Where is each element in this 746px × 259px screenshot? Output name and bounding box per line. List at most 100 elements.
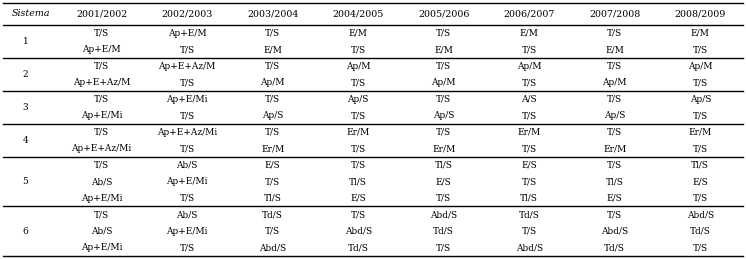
- Text: E/S: E/S: [436, 177, 451, 186]
- Text: Tl/S: Tl/S: [606, 177, 624, 186]
- Text: 5: 5: [22, 177, 28, 186]
- Text: T/S: T/S: [436, 62, 451, 71]
- Text: Ap/M: Ap/M: [603, 78, 627, 87]
- Text: E/S: E/S: [265, 161, 280, 170]
- Text: 2001/2002: 2001/2002: [76, 10, 128, 18]
- Text: T/S: T/S: [351, 210, 366, 219]
- Text: Ab/S: Ab/S: [177, 210, 198, 219]
- Text: T/S: T/S: [436, 29, 451, 38]
- Text: T/S: T/S: [265, 227, 280, 236]
- Text: Ap+E/Mi: Ap+E/Mi: [81, 194, 122, 203]
- Text: T/S: T/S: [693, 243, 708, 252]
- Text: T/S: T/S: [265, 128, 280, 137]
- Text: T/S: T/S: [265, 177, 280, 186]
- Text: Td/S: Td/S: [263, 210, 283, 219]
- Text: T/S: T/S: [693, 144, 708, 153]
- Text: E/M: E/M: [434, 45, 453, 54]
- Text: T/S: T/S: [607, 161, 622, 170]
- Text: T/S: T/S: [265, 95, 280, 104]
- Text: T/S: T/S: [607, 95, 622, 104]
- Text: Ap/S: Ap/S: [348, 95, 369, 104]
- Text: Ap+E/Mi: Ap+E/Mi: [166, 227, 208, 236]
- Text: T/S: T/S: [94, 62, 109, 71]
- Text: Ab/S: Ab/S: [177, 161, 198, 170]
- Text: T/S: T/S: [94, 128, 109, 137]
- Text: Sistema: Sistema: [12, 10, 50, 18]
- Text: Ap+E/Mi: Ap+E/Mi: [166, 177, 208, 186]
- Text: 4: 4: [22, 136, 28, 145]
- Text: Tl/S: Tl/S: [264, 194, 281, 203]
- Text: E/M: E/M: [263, 45, 282, 54]
- Text: T/S: T/S: [351, 78, 366, 87]
- Text: Ap+E/Mi: Ap+E/Mi: [81, 111, 122, 120]
- Text: 2008/2009: 2008/2009: [674, 10, 726, 18]
- Text: T/S: T/S: [521, 144, 537, 153]
- Text: E/S: E/S: [521, 161, 537, 170]
- Text: Td/S: Td/S: [433, 227, 454, 236]
- Text: T/S: T/S: [521, 227, 537, 236]
- Text: E/S: E/S: [351, 194, 366, 203]
- Text: Ap+E/M: Ap+E/M: [82, 45, 121, 54]
- Text: T/S: T/S: [693, 111, 708, 120]
- Text: Tl/S: Tl/S: [692, 161, 709, 170]
- Text: Ap/S: Ap/S: [604, 111, 625, 120]
- Text: Ap+E/Mi: Ap+E/Mi: [166, 95, 208, 104]
- Text: 2003/2004: 2003/2004: [247, 10, 298, 18]
- Text: T/S: T/S: [436, 128, 451, 137]
- Text: 2006/2007: 2006/2007: [504, 10, 555, 18]
- Text: T/S: T/S: [607, 29, 622, 38]
- Text: 2002/2003: 2002/2003: [161, 10, 213, 18]
- Text: Td/S: Td/S: [518, 210, 539, 219]
- Text: 2005/2006: 2005/2006: [418, 10, 469, 18]
- Text: Ap/M: Ap/M: [346, 62, 371, 71]
- Text: 2007/2008: 2007/2008: [589, 10, 640, 18]
- Text: E/S: E/S: [692, 177, 708, 186]
- Text: Abd/S: Abd/S: [345, 227, 372, 236]
- Text: 2: 2: [22, 70, 28, 79]
- Text: Tl/S: Tl/S: [520, 194, 538, 203]
- Text: Td/S: Td/S: [604, 243, 625, 252]
- Text: T/S: T/S: [180, 111, 195, 120]
- Text: Abd/S: Abd/S: [259, 243, 286, 252]
- Text: T/S: T/S: [180, 45, 195, 54]
- Text: Ap/M: Ap/M: [260, 78, 285, 87]
- Text: T/S: T/S: [351, 45, 366, 54]
- Text: T/S: T/S: [521, 177, 537, 186]
- Text: E/M: E/M: [520, 29, 539, 38]
- Text: Ap/M: Ap/M: [517, 62, 542, 71]
- Text: T/S: T/S: [521, 111, 537, 120]
- Text: Er/M: Er/M: [689, 128, 712, 137]
- Text: T/S: T/S: [265, 29, 280, 38]
- Text: T/S: T/S: [180, 78, 195, 87]
- Text: T/S: T/S: [94, 29, 109, 38]
- Text: Er/M: Er/M: [603, 144, 627, 153]
- Text: Ap/S: Ap/S: [689, 95, 711, 104]
- Text: Abd/S: Abd/S: [430, 210, 457, 219]
- Text: Abd/S: Abd/S: [515, 243, 543, 252]
- Text: Abd/S: Abd/S: [601, 227, 628, 236]
- Text: Er/M: Er/M: [432, 144, 455, 153]
- Text: Ab/S: Ab/S: [91, 227, 113, 236]
- Text: T/S: T/S: [693, 45, 708, 54]
- Text: T/S: T/S: [94, 210, 109, 219]
- Text: Ap+E+Az/M: Ap+E+Az/M: [73, 78, 131, 87]
- Text: Er/M: Er/M: [347, 128, 370, 137]
- Text: T/S: T/S: [693, 78, 708, 87]
- Text: T/S: T/S: [607, 210, 622, 219]
- Text: Ap+E/Mi: Ap+E/Mi: [81, 243, 122, 252]
- Text: T/S: T/S: [180, 194, 195, 203]
- Text: T/S: T/S: [180, 144, 195, 153]
- Text: Ap+E+Az/Mi: Ap+E+Az/Mi: [72, 144, 132, 153]
- Text: Ap/S: Ap/S: [433, 111, 454, 120]
- Text: T/S: T/S: [607, 62, 622, 71]
- Text: T/S: T/S: [436, 194, 451, 203]
- Text: T/S: T/S: [351, 144, 366, 153]
- Text: 1: 1: [22, 37, 28, 46]
- Text: E/M: E/M: [605, 45, 624, 54]
- Text: Abd/S: Abd/S: [686, 210, 714, 219]
- Text: T/S: T/S: [607, 128, 622, 137]
- Text: Ap+E+Az/M: Ap+E+Az/M: [158, 62, 216, 71]
- Text: Ap/M: Ap/M: [431, 78, 456, 87]
- Text: T/S: T/S: [521, 45, 537, 54]
- Text: T/S: T/S: [693, 194, 708, 203]
